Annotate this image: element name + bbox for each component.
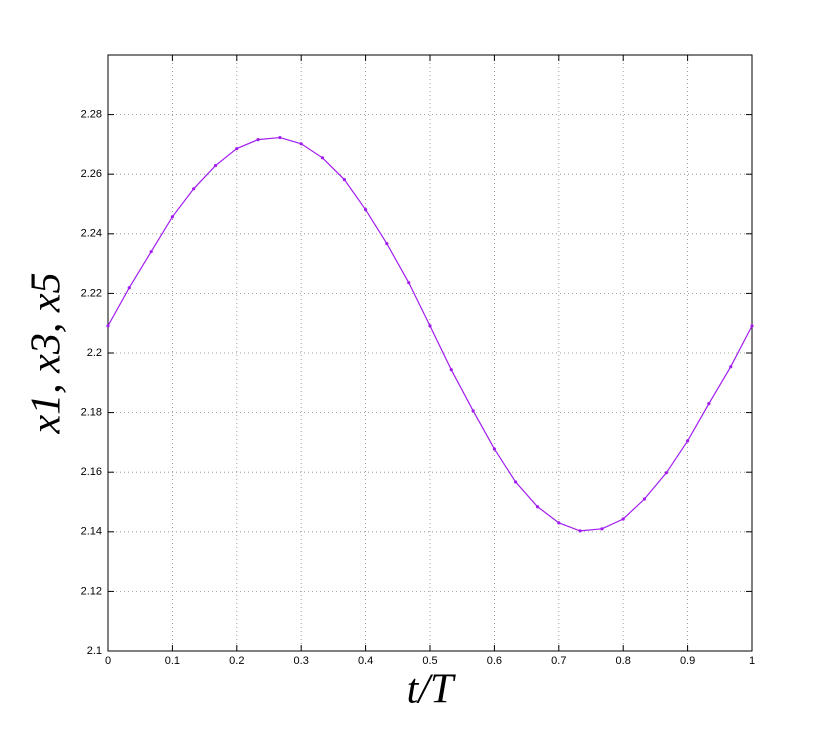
y-tick-label: 2.1 (87, 645, 102, 657)
y-tick-label: 2.26 (81, 168, 102, 180)
data-point (428, 324, 432, 328)
x-tick-label: 0.4 (358, 655, 373, 667)
data-point (127, 286, 131, 290)
x-tick-label: 0.9 (680, 655, 695, 667)
plot-frame (107, 54, 753, 652)
data-point (514, 480, 518, 484)
data-point (471, 409, 475, 413)
data-point (449, 368, 453, 372)
x-tick-label: 0 (105, 655, 111, 667)
x-tick-label: 0.6 (487, 655, 502, 667)
data-point (707, 402, 711, 406)
data-point (299, 142, 303, 146)
data-point (535, 505, 540, 509)
y-tick-label: 2.28 (81, 109, 102, 121)
data-point (642, 497, 647, 501)
data-point (278, 135, 282, 140)
data-point (621, 517, 625, 521)
data-point (729, 365, 733, 369)
x-tick-label: 0.7 (551, 655, 566, 667)
y-tick-label: 2.16 (81, 466, 102, 478)
y-tick-label: 2.2 (87, 347, 102, 359)
data-point (664, 471, 668, 475)
data-point (342, 177, 346, 182)
x-tick-label: 0.8 (616, 655, 631, 667)
data-point (492, 447, 496, 451)
data-point (256, 138, 260, 142)
x-tick-label: 1 (749, 655, 755, 667)
y-axis-label: x1, x3, x5 (24, 273, 70, 435)
x-axis-label: t/T (407, 667, 456, 713)
data-point (106, 324, 110, 328)
data-point (235, 146, 239, 151)
y-tick-label: 2.12 (81, 585, 102, 597)
data-point (750, 324, 754, 328)
data-point (557, 521, 561, 525)
x-tick-label: 0.2 (229, 655, 244, 667)
x-tick-label: 0.1 (165, 655, 180, 667)
x-tick-label: 0.3 (294, 655, 309, 667)
y-tick-label: 2.18 (81, 407, 102, 419)
y-tick-label: 2.22 (81, 287, 102, 299)
data-point (385, 242, 389, 246)
data-point (213, 163, 218, 168)
x-tick-label: 0.5 (422, 655, 437, 667)
data-point (320, 156, 325, 160)
y-tick-label: 2.24 (81, 228, 102, 240)
data-point (578, 529, 582, 533)
data-point (407, 281, 411, 285)
data-point (600, 527, 604, 531)
data-point (686, 439, 690, 443)
y-tick-label: 2.14 (81, 526, 102, 538)
data-point (192, 187, 196, 191)
data-point (364, 208, 368, 212)
data-point (170, 215, 174, 219)
data-point (149, 250, 153, 254)
